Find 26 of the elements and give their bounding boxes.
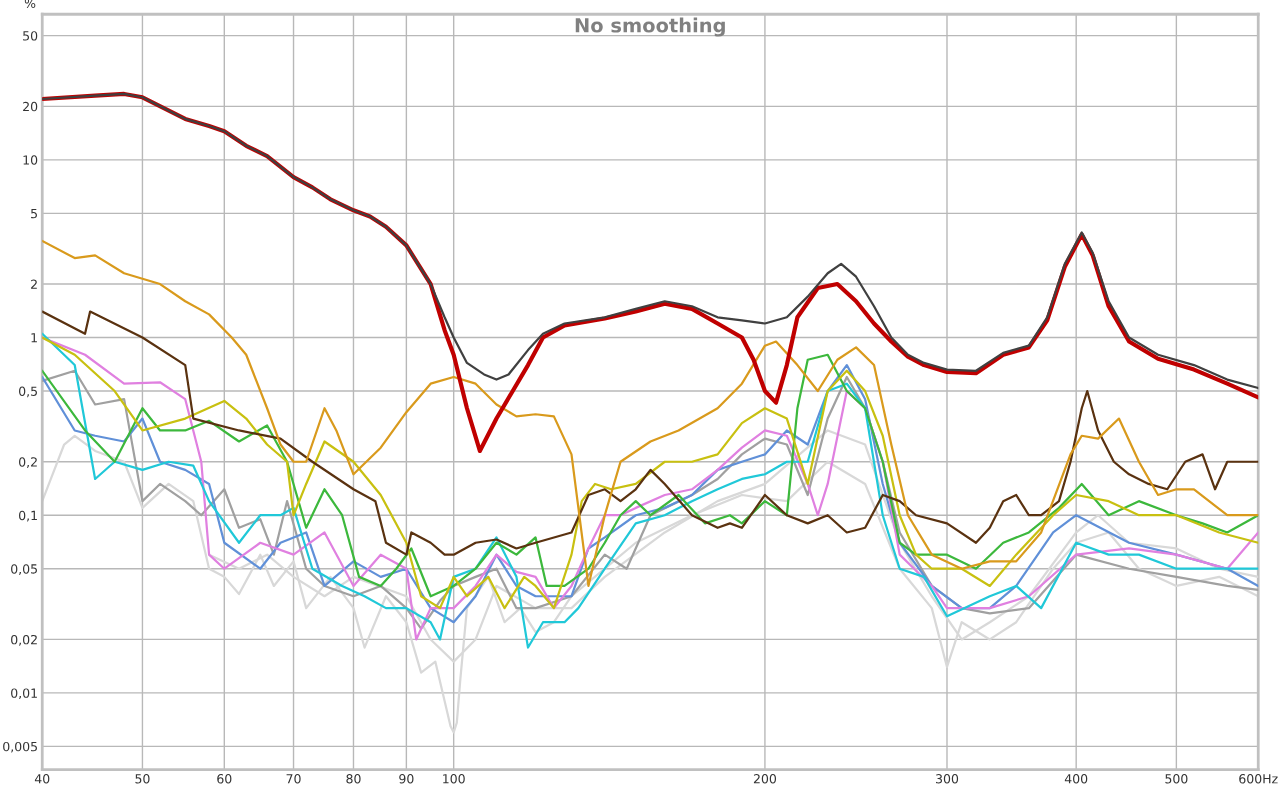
y-tick-label: 0,1 <box>19 510 37 522</box>
y-tick-label: 2 <box>31 279 37 289</box>
y-tick-label: 0,01 <box>11 688 37 700</box>
x-tick-label: 90 <box>399 774 414 784</box>
y-tick-label: 1 <box>31 333 37 343</box>
y-tick-label: 0,5 <box>19 386 37 398</box>
x-tick-label: 40 <box>34 774 50 784</box>
x-tick-label: 200 <box>753 774 777 784</box>
y-tick-label: 50 <box>23 31 38 41</box>
x-tick-label: 300 <box>936 774 959 784</box>
x-tick-label: 100 <box>443 774 465 784</box>
y-tick-label: 5 <box>31 208 37 219</box>
x-tick-label: 60 <box>217 774 232 784</box>
x-tick-label: 80 <box>346 774 361 784</box>
x-tick-label: 600Hz <box>1239 774 1278 784</box>
x-tick-label: 500 <box>1165 774 1188 784</box>
y-tick-label: 0,005 <box>3 741 37 753</box>
chart-title: No smoothing <box>575 17 725 37</box>
x-tick-label: 50 <box>135 774 150 784</box>
y-tick-label: 0,2 <box>19 457 37 468</box>
y-tick-label: 0,05 <box>11 564 37 575</box>
y-tick-label: 20 <box>23 101 38 112</box>
x-tick-label: 70 <box>286 774 301 784</box>
y-tick-label: 0,02 <box>11 634 37 646</box>
x-tick-label: 400 <box>1064 774 1088 784</box>
y-tick-label: 10 <box>23 155 38 165</box>
